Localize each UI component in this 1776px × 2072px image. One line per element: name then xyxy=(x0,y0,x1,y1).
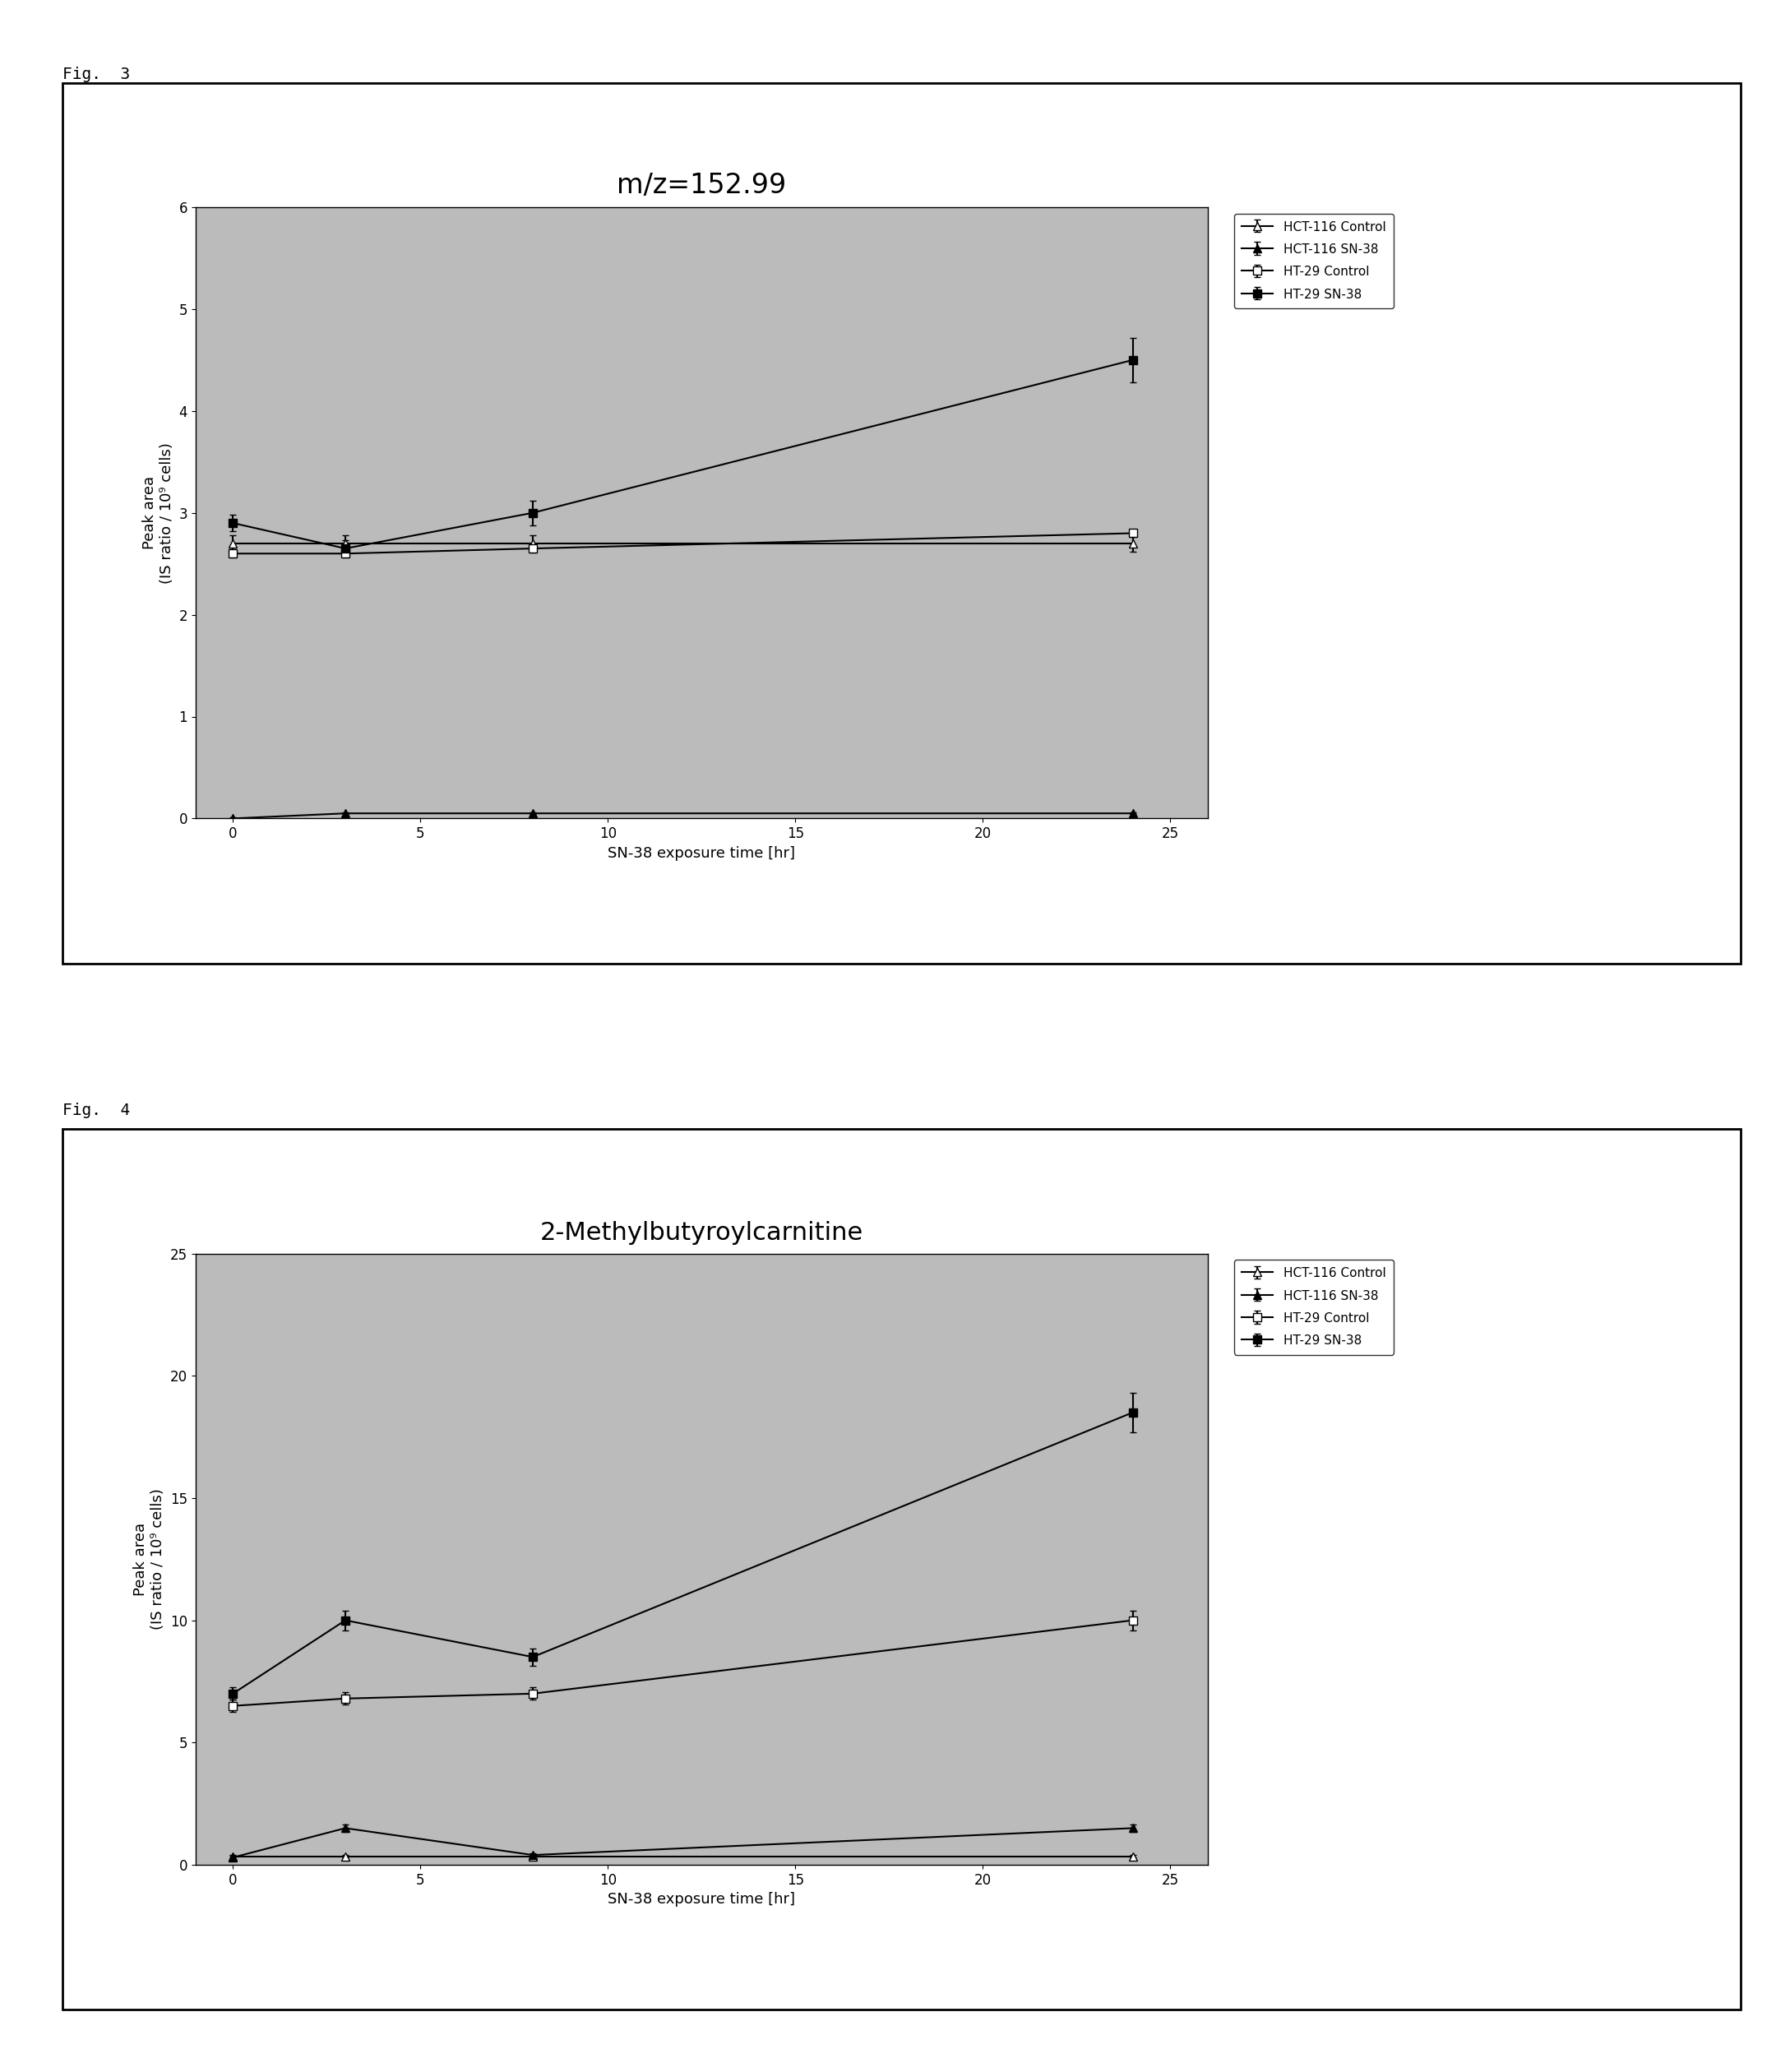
Legend: HCT-116 Control, HCT-116 SN-38, HT-29 Control, HT-29 SN-38: HCT-116 Control, HCT-116 SN-38, HT-29 Co… xyxy=(1234,213,1394,309)
X-axis label: SN-38 exposure time [hr]: SN-38 exposure time [hr] xyxy=(607,845,796,860)
Legend: HCT-116 Control, HCT-116 SN-38, HT-29 Control, HT-29 SN-38: HCT-116 Control, HCT-116 SN-38, HT-29 Co… xyxy=(1234,1260,1394,1355)
Y-axis label: Peak area
(IS ratio / 10⁹ cells): Peak area (IS ratio / 10⁹ cells) xyxy=(133,1488,165,1631)
Title: m/z=152.99: m/z=152.99 xyxy=(616,172,787,199)
Text: Fig.  4: Fig. 4 xyxy=(62,1102,130,1119)
X-axis label: SN-38 exposure time [hr]: SN-38 exposure time [hr] xyxy=(607,1892,796,1906)
Text: Fig.  3: Fig. 3 xyxy=(62,66,130,83)
Y-axis label: Peak area
(IS ratio / 10⁹ cells): Peak area (IS ratio / 10⁹ cells) xyxy=(142,441,174,584)
Title: 2-Methylbutyroylcarnitine: 2-Methylbutyroylcarnitine xyxy=(540,1220,863,1245)
